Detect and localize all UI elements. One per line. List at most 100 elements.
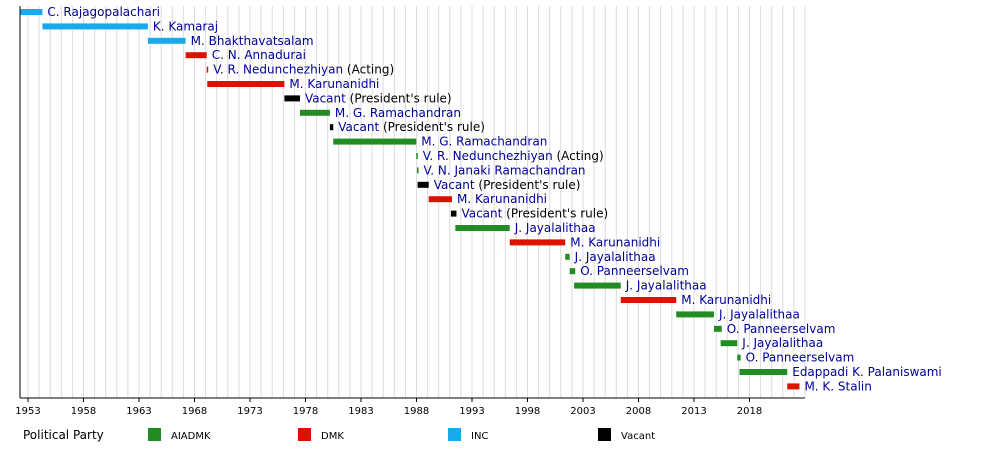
leader-name[interactable]: C. Rajagopalachari <box>47 5 160 19</box>
leader-name[interactable]: J. Jayalalithaa <box>718 307 800 321</box>
leader-name[interactable]: M. Karunanidhi <box>570 235 660 249</box>
x-tick-label: 1978 <box>293 406 318 417</box>
term-label: O. Panneerselvam <box>580 264 689 278</box>
term-label: M. Karunanidhi <box>570 235 660 249</box>
x-tick-label: 1973 <box>237 406 262 417</box>
term-label: Vacant (President's rule) <box>305 91 452 105</box>
leader-name[interactable]: V. R. Nedunchezhiyan <box>423 149 553 163</box>
leader-name[interactable]: Vacant <box>434 178 475 192</box>
term-bar <box>20 9 43 15</box>
legend-entry: INC <box>471 431 488 442</box>
term-label: J. Jayalalithaa <box>625 279 707 293</box>
legend-entry: Vacant <box>621 431 655 442</box>
leader-name[interactable]: M. Karunanidhi <box>681 293 771 307</box>
leader-name[interactable]: O. Panneerselvam <box>746 351 855 365</box>
leader-name[interactable]: V. R. Nedunchezhiyan <box>213 63 343 77</box>
term-bar <box>206 66 209 73</box>
leader-name[interactable]: Vacant <box>305 91 346 105</box>
term-label: K. Kamaraj <box>153 19 218 33</box>
term-bar <box>713 325 722 332</box>
term-label: J. Jayalalithaa <box>741 336 823 350</box>
x-tick-label: 1983 <box>348 406 373 417</box>
term-bar <box>676 311 714 318</box>
leader-name[interactable]: M. Karunanidhi <box>457 192 547 206</box>
term-label: M. G. Ramachandran <box>421 135 547 149</box>
term-note: (President's rule) <box>379 120 485 134</box>
term-bar <box>417 181 429 188</box>
x-tick-label: 2013 <box>681 406 706 417</box>
term-bar <box>787 383 800 390</box>
legend-entry: DMK <box>321 431 344 442</box>
term-bar <box>450 210 457 217</box>
x-tick-label: 2008 <box>626 406 651 417</box>
leader-name[interactable]: J. Jayalalithaa <box>574 250 656 264</box>
legend: Political Party AIADMK DMK INC Vacant <box>23 428 655 442</box>
term-bar <box>720 340 738 347</box>
leader-name[interactable]: O. Panneerselvam <box>727 322 836 336</box>
term-label: M. G. Ramachandran <box>335 106 461 120</box>
term-bar <box>417 167 419 174</box>
leader-name[interactable]: J. Jayalalithaa <box>741 336 823 350</box>
term-bar <box>185 52 207 59</box>
term-label: V. R. Nedunchezhiyan (Acting) <box>213 63 394 77</box>
legend-swatch <box>148 428 161 441</box>
term-label: Vacant (President's rule) <box>461 207 608 221</box>
term-bar <box>299 109 330 116</box>
x-tick-label: 2003 <box>570 406 595 417</box>
term-note: (President's rule) <box>346 91 452 105</box>
term-note: (President's rule) <box>475 178 581 192</box>
leader-name[interactable]: M. Karunanidhi <box>289 77 379 91</box>
term-bar <box>42 23 148 30</box>
x-tick-label: 1958 <box>71 406 96 417</box>
term-bar <box>737 354 741 361</box>
term-label: Vacant (President's rule) <box>338 120 485 134</box>
leader-name[interactable]: M. Bhakthavatsalam <box>191 34 314 48</box>
legend-swatch <box>598 428 611 441</box>
term-bar <box>620 297 677 303</box>
x-tick-label: 2018 <box>737 406 762 417</box>
term-bar <box>207 81 285 87</box>
term-bars <box>20 9 800 390</box>
x-tick-label: 1963 <box>126 406 151 417</box>
term-bar <box>428 196 453 203</box>
leader-name[interactable]: J. Jayalalithaa <box>514 221 596 235</box>
term-bar <box>284 95 300 102</box>
leader-name[interactable]: V. N. Janaki Ramachandran <box>424 163 586 177</box>
term-label: M. Karunanidhi <box>289 77 379 91</box>
x-tick-label: 1993 <box>459 406 484 417</box>
term-label: C. N. Annadurai <box>212 48 306 62</box>
leader-name[interactable]: Edappadi K. Palaniswami <box>792 365 942 379</box>
legend-title: Political Party <box>23 428 104 442</box>
leader-name[interactable]: C. N. Annadurai <box>212 48 306 62</box>
x-tick-label: 1998 <box>515 406 540 417</box>
x-axis: 1953 1958 1963 1968 1973 1978 1983 1988 1993 1998… <box>15 6 805 417</box>
leader-name[interactable]: Vacant <box>461 207 502 221</box>
term-note: (President's rule) <box>502 207 608 221</box>
term-bar <box>509 239 566 246</box>
term-bar <box>565 253 570 260</box>
term-label: Edappadi K. Palaniswami <box>792 365 942 379</box>
term-label: M. Karunanidhi <box>681 293 771 307</box>
term-label: M. Karunanidhi <box>457 192 547 206</box>
term-label: V. N. Janaki Ramachandran <box>424 163 586 177</box>
leader-name[interactable]: M. G. Ramachandran <box>421 135 547 149</box>
term-label: M. Bhakthavatsalam <box>191 34 314 48</box>
term-label: V. R. Nedunchezhiyan (Acting) <box>423 149 604 163</box>
legend-swatch <box>448 428 461 441</box>
leader-name[interactable]: K. Kamaraj <box>153 19 218 33</box>
term-label: O. Panneerselvam <box>727 322 836 336</box>
leader-name[interactable]: Vacant <box>338 120 379 134</box>
x-tick-label: 1988 <box>404 406 429 417</box>
term-bar <box>329 124 334 131</box>
term-bar <box>569 268 576 275</box>
legend-swatch <box>298 428 311 441</box>
leader-name[interactable]: M. G. Ramachandran <box>335 106 461 120</box>
term-label: M. K. Stalin <box>804 379 871 393</box>
term-note: (Acting) <box>553 149 604 163</box>
term-note: (Acting) <box>343 63 394 77</box>
leader-name[interactable]: M. K. Stalin <box>804 379 871 393</box>
leader-name[interactable]: J. Jayalalithaa <box>625 279 707 293</box>
leader-name[interactable]: O. Panneerselvam <box>580 264 689 278</box>
